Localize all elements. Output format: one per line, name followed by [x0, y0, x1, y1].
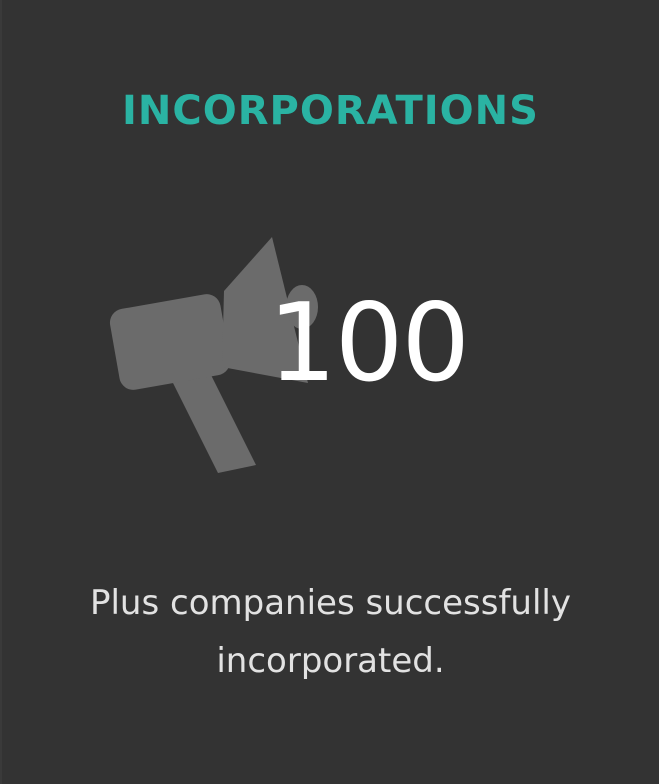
- stat-number: 100: [268, 281, 470, 406]
- megaphone-icon: [102, 225, 342, 485]
- description-line-1: Plus companies successfully: [89, 583, 571, 623]
- description-line-2: incorporated.: [216, 641, 445, 681]
- card-title: INCORPORATIONS: [122, 88, 539, 134]
- stat-description: Plus companies successfully incorporated…: [2, 574, 659, 690]
- stat-block: [102, 225, 602, 485]
